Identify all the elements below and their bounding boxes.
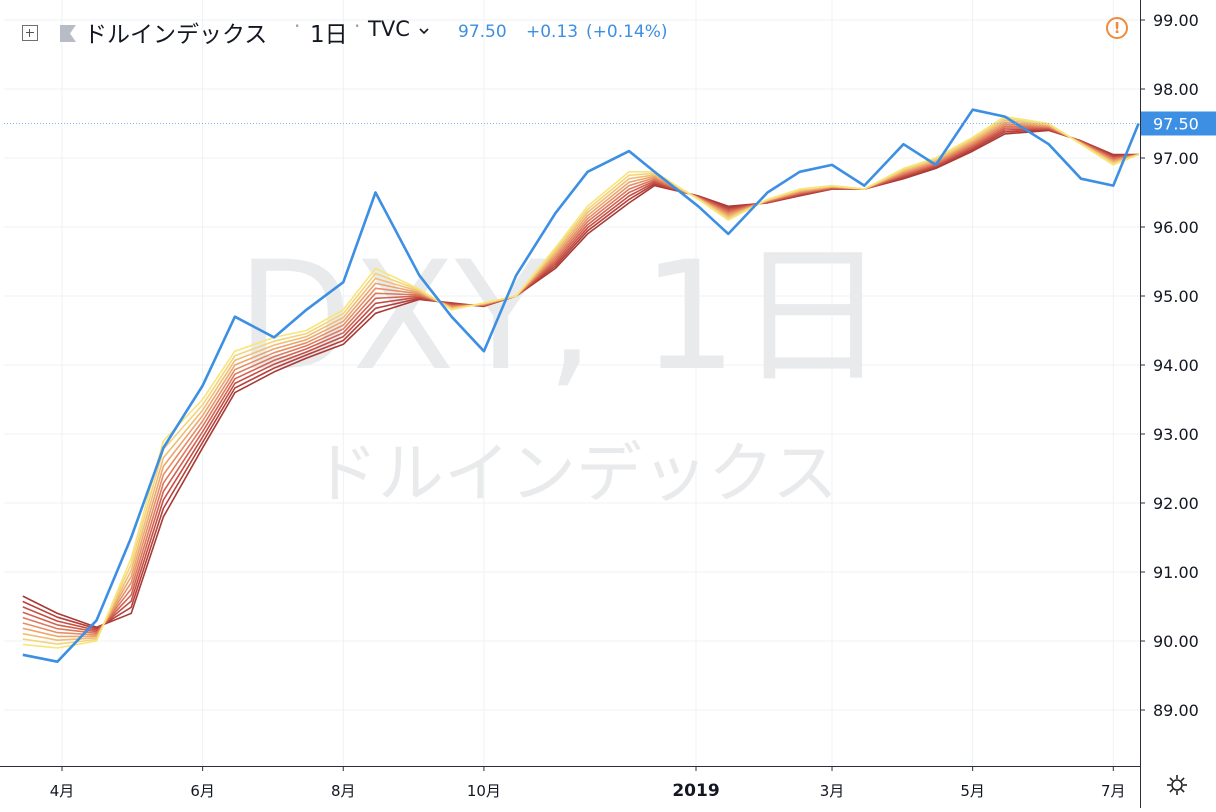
price-change-percent: (+0.14%) [586,22,668,42]
y-tick-label: 92.00 [1153,494,1199,513]
y-tick-label: 90.00 [1153,632,1199,651]
x-tick-label: 4月 [50,782,75,800]
ribbon-line-5 [22,123,1139,636]
last-price-badge-label: 97.50 [1153,115,1199,134]
interval-label[interactable]: 1日 [310,22,348,48]
y-tick-label: 98.00 [1153,80,1199,99]
price-change: +0.13 [526,22,579,42]
ribbon-line-10 [22,129,1139,629]
y-tick-label: 91.00 [1153,563,1199,582]
exchange-label[interactable]: TVC [368,17,410,41]
y-tick-label: 89.00 [1153,701,1199,720]
symbol-name[interactable]: ドルインデックス [84,22,268,48]
x-tick-label: 3月 [820,782,845,800]
y-tick-label: 97.00 [1153,149,1199,168]
chevron-down-icon[interactable] [418,26,430,36]
x-tick-label: 2019 [672,781,719,801]
ribbon-line-9 [22,128,1139,630]
alert-icon[interactable]: ! [1106,17,1128,39]
expand-icon[interactable] [22,25,38,41]
header-separator: · [294,14,301,38]
y-tick-label: 94.00 [1153,356,1199,375]
x-tick-label: 7月 [1101,782,1126,800]
y-tick-label: 93.00 [1153,425,1199,444]
ribbon-line-7 [22,127,1139,633]
ribbon-line-4 [22,121,1139,638]
x-tick-label: 6月 [190,782,215,800]
y-tick-label: 95.00 [1153,287,1199,306]
x-tick-label: 5月 [960,782,985,800]
header-separator: · [354,14,361,38]
flag-icon [60,25,76,42]
y-tick-label: 96.00 [1153,218,1199,237]
ribbon-line-3 [22,119,1139,642]
watermark-subtitle: ドルインデックス [312,435,838,512]
ribbon-line-6 [22,125,1139,635]
last-price: 97.50 [458,22,507,42]
x-tick-label: 8月 [331,782,356,800]
price-series-line [22,108,1140,664]
y-tick-label: 99.00 [1153,11,1199,30]
settings-gear-icon[interactable] [1165,773,1189,797]
x-tick-label: 10月 [467,782,501,800]
ribbon-line-2 [22,117,1139,645]
ribbon-line-8 [22,128,1139,632]
last-price-badge [1141,111,1216,136]
ribbon-line-1 [22,115,1139,649]
